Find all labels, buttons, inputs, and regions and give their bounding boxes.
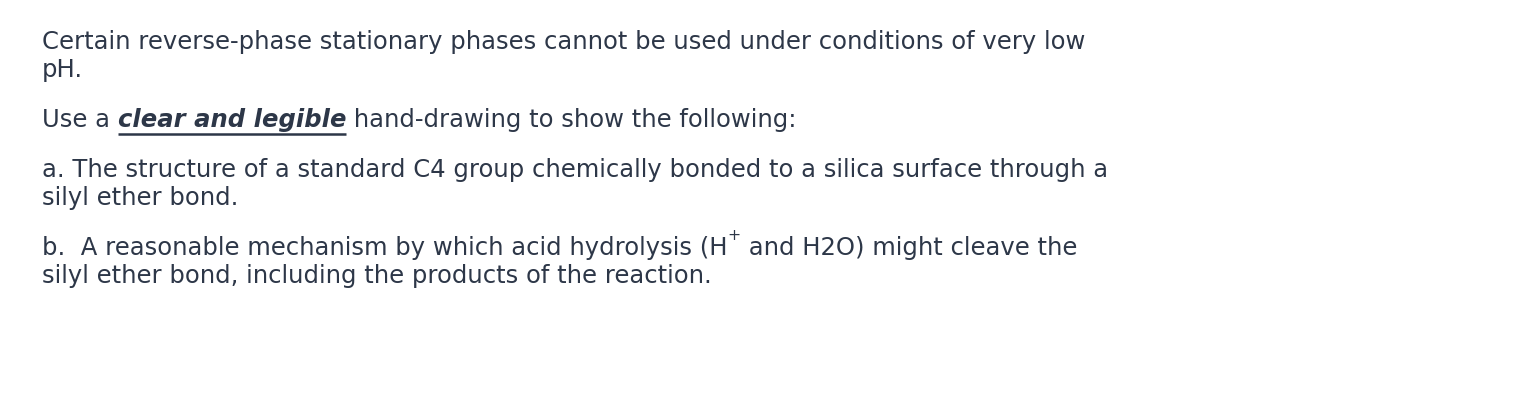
Text: silyl ether bond.: silyl ether bond. xyxy=(41,186,238,210)
Text: Certain reverse-phase stationary phases cannot be used under conditions of very : Certain reverse-phase stationary phases … xyxy=(41,30,1085,54)
Text: pH.: pH. xyxy=(41,58,83,82)
Text: silyl ether bond, including the products of the reaction.: silyl ether bond, including the products… xyxy=(41,264,712,288)
Text: a. The structure of a standard C4 group chemically bonded to a silica surface th: a. The structure of a standard C4 group … xyxy=(41,158,1108,182)
Text: hand-drawing to show the following:: hand-drawing to show the following: xyxy=(347,108,796,132)
Text: +: + xyxy=(727,228,741,243)
Text: Use a: Use a xyxy=(41,108,118,132)
Text: and H2O) might cleave the: and H2O) might cleave the xyxy=(741,236,1077,260)
Text: clear and legible: clear and legible xyxy=(118,108,347,132)
Text: b.  A reasonable mechanism by which acid hydrolysis (H: b. A reasonable mechanism by which acid … xyxy=(41,236,727,260)
